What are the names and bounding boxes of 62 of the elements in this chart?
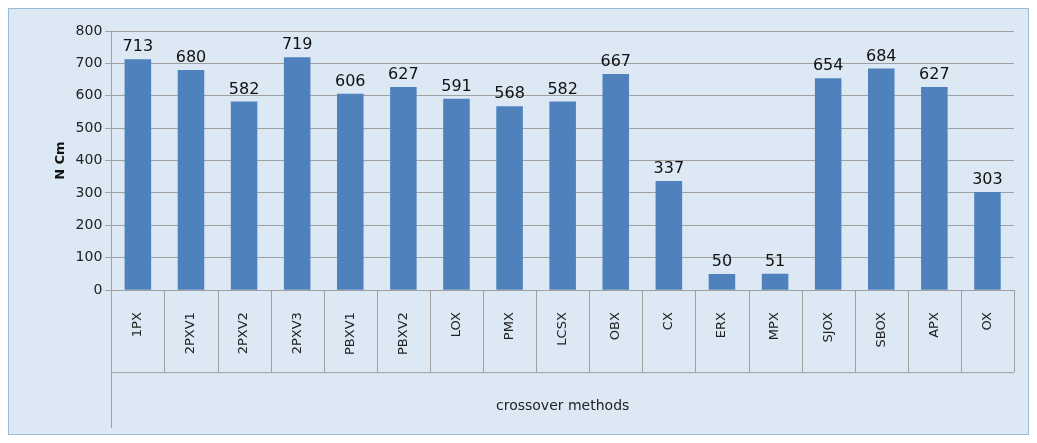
data-label: 667 — [600, 51, 632, 71]
bar — [124, 59, 152, 290]
x-tick-label: MPX — [766, 312, 782, 341]
y-axis-title: N Cm — [52, 141, 68, 180]
data-label: 627 — [919, 64, 950, 84]
data-label: 582 — [547, 78, 578, 98]
y-tick-label: 100 — [75, 248, 103, 265]
bar — [921, 87, 948, 290]
y-tick-label: 600 — [75, 86, 103, 103]
x-tick-label: PBXV2 — [394, 312, 410, 355]
bar — [230, 101, 258, 290]
data-label: 684 — [865, 45, 897, 65]
y-tick-label: 500 — [75, 118, 103, 135]
bar — [336, 93, 364, 290]
data-label: 303 — [972, 169, 1003, 189]
x-tick-label: 2PXV3 — [288, 312, 304, 355]
y-tick-label: 700 — [75, 54, 103, 71]
x-tick-label: SJOX — [819, 312, 835, 343]
y-tick-label: 300 — [75, 183, 103, 200]
x-tick-label: 1PX — [129, 312, 145, 338]
x-tick-label: 2PXV2 — [235, 312, 251, 355]
x-tick-label: OBX — [607, 312, 623, 341]
bar — [549, 101, 576, 290]
x-tick-label: PBXV1 — [341, 312, 357, 355]
bar — [602, 74, 630, 290]
bar — [708, 273, 736, 290]
bar — [443, 98, 470, 290]
bar — [390, 87, 417, 290]
x-tick-label: APX — [925, 312, 941, 338]
y-tick-label: 800 — [75, 21, 103, 38]
y-tick-label: 0 — [93, 280, 103, 297]
bar — [177, 69, 205, 290]
data-label: 606 — [334, 71, 366, 91]
bar — [655, 181, 683, 290]
x-tick-label: 2PXV1 — [182, 312, 198, 355]
x-tick-label: LCSX — [554, 312, 570, 346]
data-label: 627 — [388, 64, 419, 84]
data-label: 50 — [711, 251, 733, 271]
y-tick-label: 400 — [75, 151, 103, 168]
x-tick-label: ERX — [713, 312, 729, 339]
x-tick-label: OX — [978, 312, 994, 331]
data-label: 654 — [812, 55, 844, 75]
bar — [761, 273, 789, 290]
data-label: 719 — [281, 34, 313, 54]
data-label: 51 — [764, 250, 786, 270]
bar — [867, 68, 895, 290]
data-label: 680 — [175, 47, 207, 67]
data-label: 713 — [122, 36, 154, 56]
y-tick-label: 200 — [75, 216, 103, 233]
data-label: 582 — [228, 78, 260, 98]
x-axis-title: crossover methods — [496, 396, 630, 413]
data-label: 591 — [441, 75, 472, 95]
x-tick-label: PMX — [500, 312, 516, 341]
bar — [283, 57, 311, 290]
x-tick-label: LOX — [447, 312, 463, 338]
bar — [814, 78, 842, 290]
bar — [496, 106, 523, 290]
bar — [974, 192, 1001, 290]
x-tick-label: CX — [660, 312, 676, 331]
data-label: 568 — [494, 83, 525, 103]
x-tick-label: SBOX — [872, 312, 888, 348]
data-label: 337 — [653, 158, 685, 178]
